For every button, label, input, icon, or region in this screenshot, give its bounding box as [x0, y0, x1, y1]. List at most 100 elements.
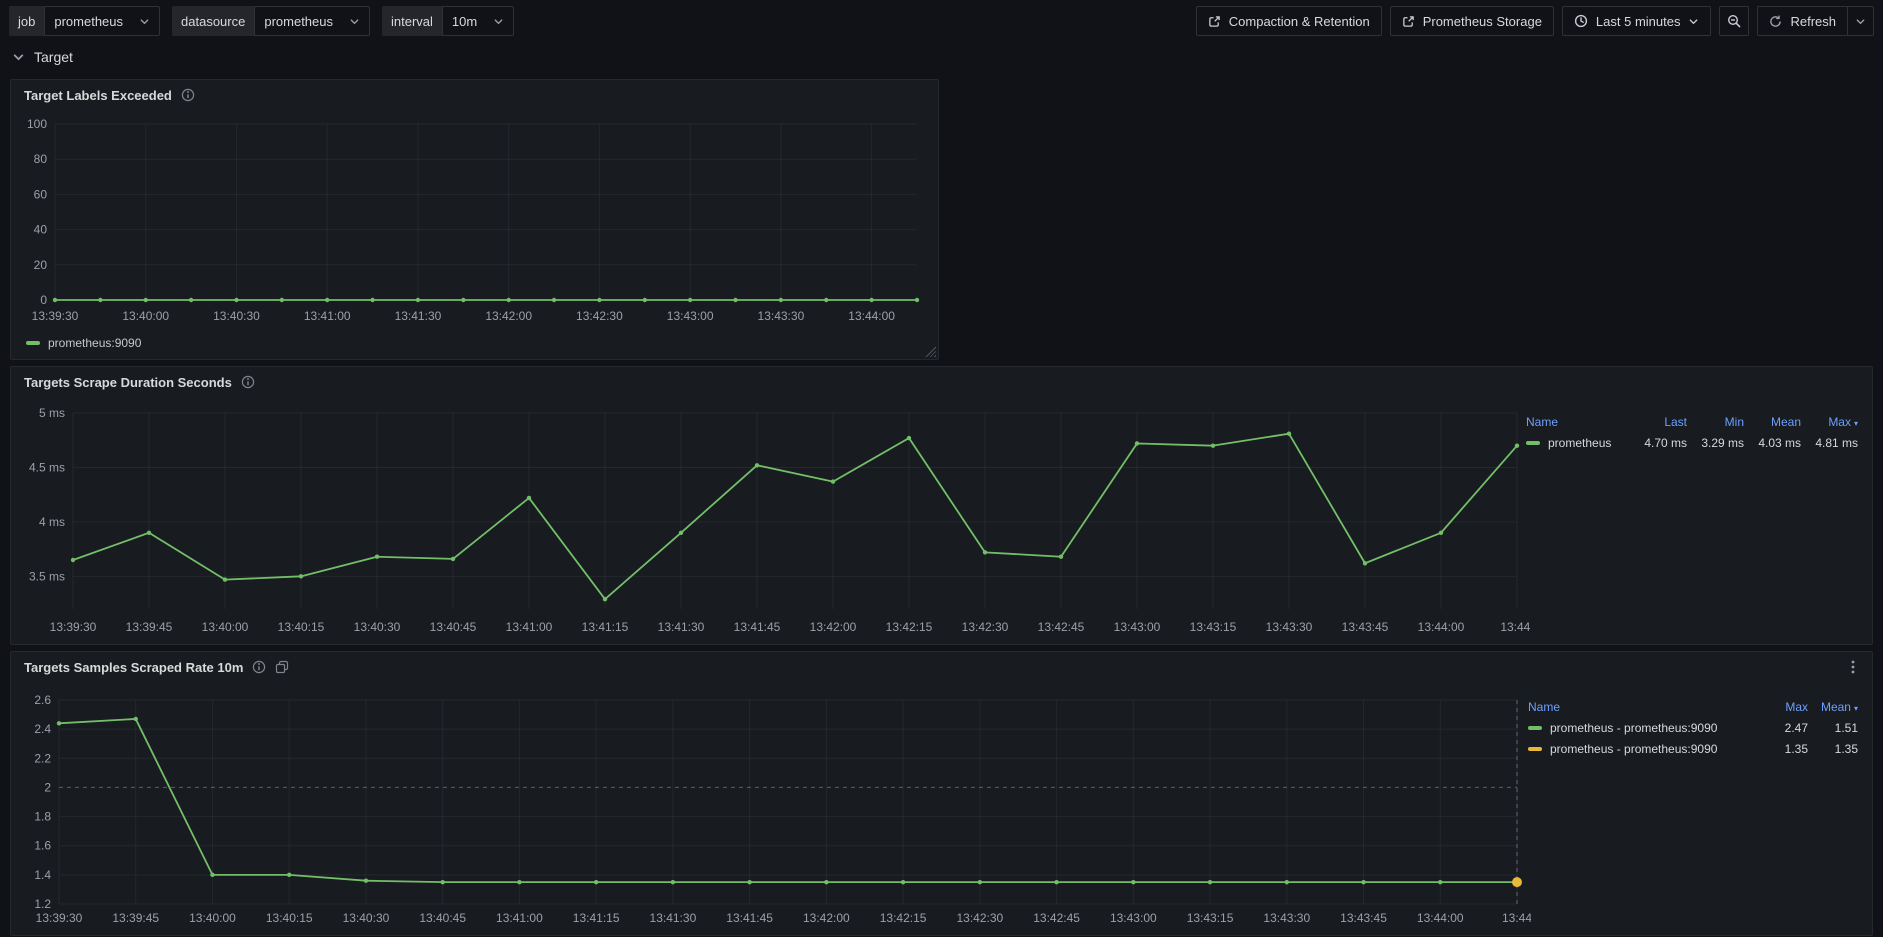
targets-scrape-duration-chart[interactable]: 3.5 ms 4 ms 4.5 ms 5 ms 13:39:30 13:39:45 13:4…	[19, 397, 1531, 641]
dashboard-toolbar: job prometheus datasource prometheus int…	[0, 0, 1883, 42]
panel-header[interactable]: Target Labels Exceeded	[11, 80, 938, 110]
legend-col-name[interactable]: Name	[1526, 414, 1559, 429]
legend-col-max-sorted[interactable]: Max ▾	[1828, 414, 1858, 429]
legend-series[interactable]: prometheus	[1526, 436, 1630, 450]
svg-text:13:40:15: 13:40:15	[278, 620, 325, 634]
svg-text:13:42:15: 13:42:15	[880, 911, 927, 925]
panel-target-labels-exceeded: Target Labels Exceeded 0 20 40 60 80 100 13:39…	[10, 79, 939, 360]
legend-table: Name Last Min Mean Max ▾ prometheus 4.70 …	[1526, 411, 1858, 453]
series-line	[72, 432, 1518, 601]
chevron-down-icon	[493, 16, 504, 27]
refresh-label: Refresh	[1790, 13, 1836, 29]
variable-interval-value[interactable]: 10m	[441, 6, 515, 36]
refresh-button[interactable]: Refresh	[1758, 7, 1847, 35]
svg-text:13:43:00: 13:43:00	[1110, 911, 1157, 925]
refresh-interval-dropdown[interactable]	[1847, 7, 1873, 35]
svg-text:13:44:00: 13:44:00	[848, 309, 895, 323]
svg-text:13:41:30: 13:41:30	[395, 309, 442, 323]
link-button-label: Prometheus Storage	[1422, 13, 1542, 29]
variable-job-value[interactable]: prometheus	[44, 6, 161, 36]
legend-series[interactable]: prometheus - prometheus:9090	[1528, 721, 1758, 735]
svg-text:2.6: 2.6	[34, 693, 51, 707]
info-icon[interactable]	[181, 88, 195, 102]
svg-text:13:43:00: 13:43:00	[1114, 620, 1161, 634]
svg-text:5 ms: 5 ms	[39, 406, 65, 420]
legend-series[interactable]: prometheus - prometheus:9090	[1528, 742, 1758, 756]
legend-col-min[interactable]: Min	[1724, 414, 1744, 429]
series-color-swatch	[1528, 746, 1542, 751]
panel-menu-kebab-icon[interactable]	[1847, 658, 1859, 676]
legend-value-last: 4.70 ms	[1644, 435, 1687, 450]
svg-text:2.4: 2.4	[34, 722, 51, 736]
svg-text:1.6: 1.6	[34, 839, 51, 853]
series-line	[58, 718, 1518, 884]
panel-targets-scrape-duration: Targets Scrape Duration Seconds 3.5 ms 4 …	[10, 366, 1873, 645]
svg-text:13:42:30: 13:42:30	[962, 620, 1009, 634]
svg-text:13:40:00: 13:40:00	[122, 309, 169, 323]
svg-text:13:41:00: 13:41:00	[496, 911, 543, 925]
targets-samples-scraped-rate-chart[interactable]: 1.2 1.4 1.6 1.8 2 2.2 2.4 2.6 13:39:30 13:39:45 13…	[19, 682, 1531, 934]
series-color-swatch	[26, 341, 40, 345]
row-toggle-target[interactable]: Target	[12, 49, 73, 65]
svg-text:13:41:15: 13:41:15	[582, 620, 629, 634]
variable-interval[interactable]: interval 10m	[382, 6, 515, 36]
svg-text:13:39:30: 13:39:30	[36, 911, 83, 925]
variable-datasource-label: datasource	[172, 6, 255, 36]
panel-resize-handle[interactable]	[925, 346, 936, 357]
legend-item[interactable]: prometheus:9090	[26, 336, 141, 350]
panel-title[interactable]: Target Labels Exceeded	[24, 87, 172, 103]
legend-header-row: Name Max Mean ▾	[1528, 696, 1858, 717]
info-icon[interactable]	[241, 375, 255, 389]
sort-caret-icon: ▾	[1853, 703, 1858, 713]
svg-text:13:44:: 13:44:	[1500, 620, 1531, 634]
prometheus-storage-link-button[interactable]: Prometheus Storage	[1389, 6, 1554, 36]
legend-value-max: 2.47	[1784, 720, 1808, 735]
svg-text:1.2: 1.2	[34, 897, 51, 911]
legend-col-max[interactable]: Max	[1785, 699, 1808, 714]
toolbar-right: Compaction & Retention Prometheus Storag…	[1195, 6, 1874, 36]
sort-caret-icon: ▾	[1853, 418, 1858, 428]
variable-datasource[interactable]: datasource prometheus	[172, 6, 370, 36]
legend-table: Name Max Mean ▾ prometheus - prometheus:9…	[1528, 696, 1858, 759]
svg-text:80: 80	[34, 152, 48, 166]
svg-text:13:44:00: 13:44:00	[1417, 911, 1464, 925]
legend-col-last[interactable]: Last	[1664, 414, 1687, 429]
variable-datasource-value[interactable]: prometheus	[254, 6, 370, 36]
svg-text:13:42:00: 13:42:00	[803, 911, 850, 925]
svg-text:13:43:30: 13:43:30	[1266, 620, 1313, 634]
legend-col-mean-sorted[interactable]: Mean ▾	[1820, 699, 1858, 714]
info-icon[interactable]	[252, 660, 266, 674]
legend-header-row: Name Last Min Mean Max ▾	[1526, 411, 1858, 432]
chevron-down-icon	[12, 51, 25, 64]
svg-text:1.4: 1.4	[34, 868, 51, 882]
legend-row: prometheus - prometheus:9090 2.47 1.51	[1528, 717, 1858, 738]
variable-job[interactable]: job prometheus	[9, 6, 161, 36]
variable-job-selected: prometheus	[54, 13, 124, 29]
svg-text:60: 60	[34, 187, 48, 201]
chevron-down-icon	[349, 16, 360, 27]
compaction-retention-link-button[interactable]: Compaction & Retention	[1195, 6, 1382, 36]
zoom-out-button[interactable]	[1719, 6, 1750, 36]
panel-links-icon[interactable]	[275, 660, 289, 674]
svg-text:13:42:30: 13:42:30	[576, 309, 623, 323]
target-labels-exceeded-chart[interactable]: 0 20 40 60 80 100 13:39:30 13:40:00 13:40:30 13:4…	[19, 110, 932, 328]
panel-header[interactable]: Targets Samples Scraped Rate 10m	[11, 652, 1872, 682]
panel-title[interactable]: Targets Scrape Duration Seconds	[24, 374, 232, 390]
panel-title[interactable]: Targets Samples Scraped Rate 10m	[24, 659, 244, 675]
legend-col-name[interactable]: Name	[1528, 699, 1561, 714]
panel-header[interactable]: Targets Scrape Duration Seconds	[11, 367, 1872, 397]
svg-text:13:43:15: 13:43:15	[1190, 620, 1237, 634]
svg-text:13:40:45: 13:40:45	[430, 620, 477, 634]
time-range-picker[interactable]: Last 5 minutes	[1561, 6, 1712, 36]
svg-text:13:43:45: 13:43:45	[1342, 620, 1389, 634]
legend-value-min: 3.29 ms	[1701, 435, 1744, 450]
svg-text:13:42:45: 13:42:45	[1038, 620, 1085, 634]
variable-job-label: job	[9, 6, 45, 36]
variable-interval-selected: 10m	[451, 13, 478, 29]
svg-text:13:41:45: 13:41:45	[734, 620, 781, 634]
legend-value-mean: 4.03 ms	[1758, 435, 1801, 450]
svg-text:13:41:45: 13:41:45	[726, 911, 773, 925]
legend-series-name: prometheus - prometheus:9090	[1550, 741, 1718, 756]
legend-col-mean[interactable]: Mean	[1770, 414, 1801, 429]
svg-text:0: 0	[40, 293, 47, 307]
